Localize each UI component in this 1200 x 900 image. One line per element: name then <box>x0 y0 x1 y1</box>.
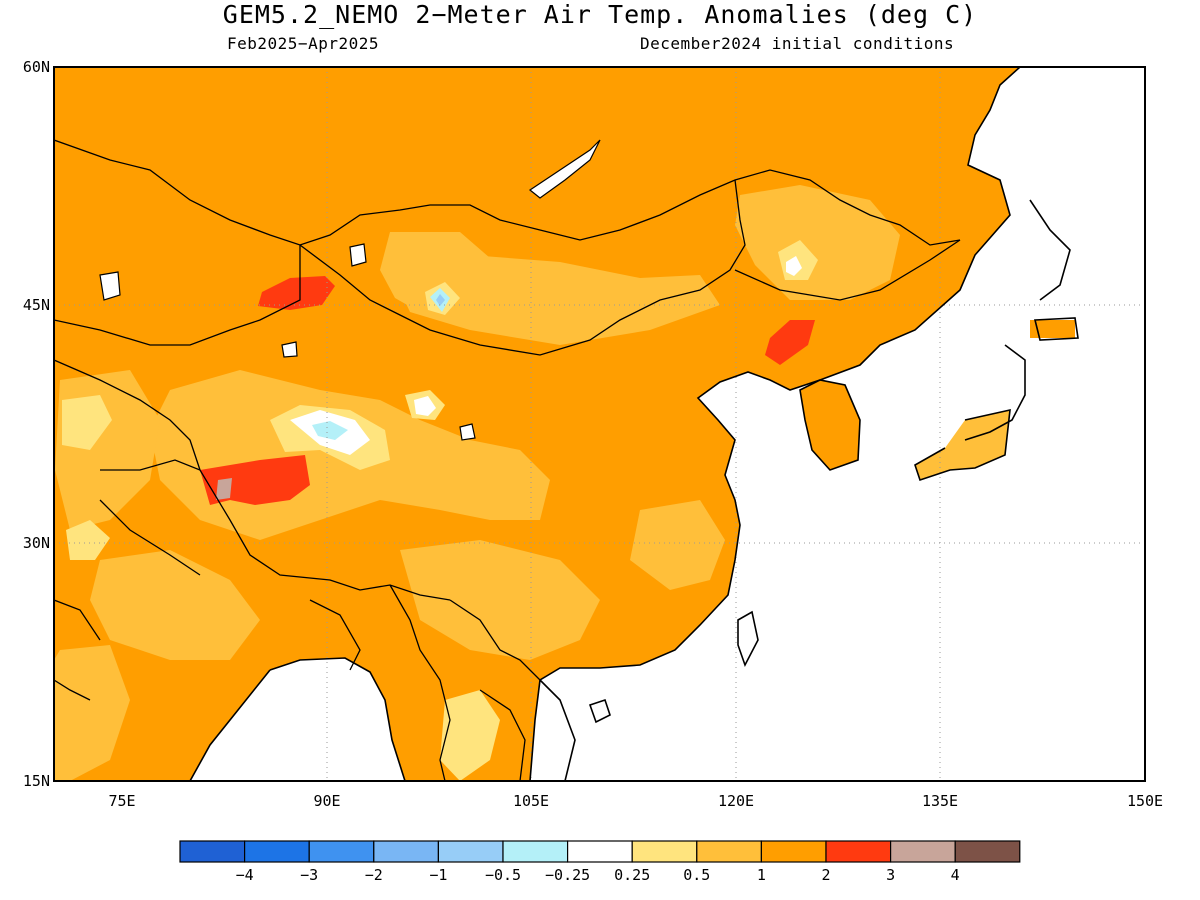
colorbar: −4 −3 −2 −1 −0.5 −0.25 0.25 0.5 1 2 3 4 <box>179 840 1021 884</box>
colorbar-label-11: 4 <box>951 866 960 884</box>
colorbar-swatch-10 <box>825 840 892 863</box>
colorbar-label-3: −1 <box>429 866 447 884</box>
anomaly-1-manchuria <box>735 185 900 300</box>
forecast-period: Feb2025−Apr2025 <box>227 34 379 53</box>
latitude-labels: 60N 45N 30N 15N <box>23 58 50 790</box>
lon-label-135e: 135E <box>922 792 958 810</box>
colorbar-swatch-6 <box>566 840 633 863</box>
lat-label-15n: 15N <box>23 772 50 790</box>
colorbar-label-6: 0.25 <box>614 866 650 884</box>
colorbar-swatch-2 <box>308 840 375 863</box>
anomaly-cool-core-mongolia <box>436 294 445 306</box>
anomaly-05-central-asia <box>62 395 112 450</box>
colorbar-swatch-7 <box>631 840 698 863</box>
colorbar-label-5: −0.25 <box>545 866 590 884</box>
map-title: GEM5.2_NEMO 2−Meter Air Temp. Anomalies … <box>222 0 978 29</box>
colorbar-label-8: 1 <box>757 866 766 884</box>
colorbar-swatch-0 <box>179 840 246 863</box>
initial-conditions: December2024 initial conditions <box>640 34 955 53</box>
lat-label-30n: 30N <box>23 534 50 552</box>
graticule <box>54 67 1145 781</box>
lon-label-150e: 150E <box>1127 792 1163 810</box>
anomaly-1-southwest-china <box>400 540 600 660</box>
colorbar-swatch-9 <box>760 840 827 863</box>
longitude-labels: 75E 90E 105E 120E 135E 150E <box>108 792 1163 810</box>
anomaly-1-india-south <box>54 645 130 781</box>
lon-label-105e: 105E <box>513 792 549 810</box>
anomaly-3-west-tibet <box>216 478 232 500</box>
colorbar-swatch-3 <box>373 840 439 863</box>
colorbar-label-2: −2 <box>365 866 383 884</box>
colorbar-swatch-1 <box>244 840 310 863</box>
anomaly-2-dzungaria <box>258 276 335 310</box>
colorbar-swatch-5 <box>502 840 569 863</box>
anomaly-05-pamir <box>66 520 110 560</box>
country-borders <box>54 139 961 781</box>
colorbar-swatch-11 <box>889 840 956 863</box>
lake-outlines <box>99 139 601 441</box>
colorbar-label-9: 2 <box>821 866 830 884</box>
lon-label-90e: 90E <box>313 792 340 810</box>
lat-label-45n: 45N <box>23 296 50 314</box>
coastlines <box>189 67 1079 781</box>
lon-label-120e: 120E <box>718 792 754 810</box>
bay-of-bengal <box>190 658 405 781</box>
korea-land <box>800 380 860 470</box>
colorbar-label-7: 0.5 <box>683 866 710 884</box>
colorbar-label-0: −4 <box>236 866 254 884</box>
anomaly-neutral-manchuria <box>786 256 802 276</box>
colorbar-label-4: −0.5 <box>485 866 521 884</box>
anomaly-neutral-qaidam <box>414 396 436 416</box>
colorbar-label-10: 3 <box>886 866 895 884</box>
colorbar-swatch-12 <box>954 840 1021 863</box>
colorbar-swatch-8 <box>696 840 762 863</box>
lon-label-75e: 75E <box>108 792 135 810</box>
anomaly-2-northeast-china <box>765 320 815 365</box>
anomaly-1-india-north <box>90 550 260 660</box>
anomaly-1-east-china <box>630 500 725 590</box>
colorbar-label-1: −3 <box>300 866 318 884</box>
colorbar-swatch-4 <box>437 840 504 863</box>
lat-label-60n: 60N <box>23 58 50 76</box>
anomaly-05-indochina <box>440 690 500 781</box>
anomaly-1-mongolia <box>395 255 720 345</box>
map-panel <box>54 67 1145 781</box>
japan-north-land <box>1030 320 1075 338</box>
map-frame <box>53 66 1146 782</box>
anomaly-cool-pocket-tarim <box>312 421 348 440</box>
